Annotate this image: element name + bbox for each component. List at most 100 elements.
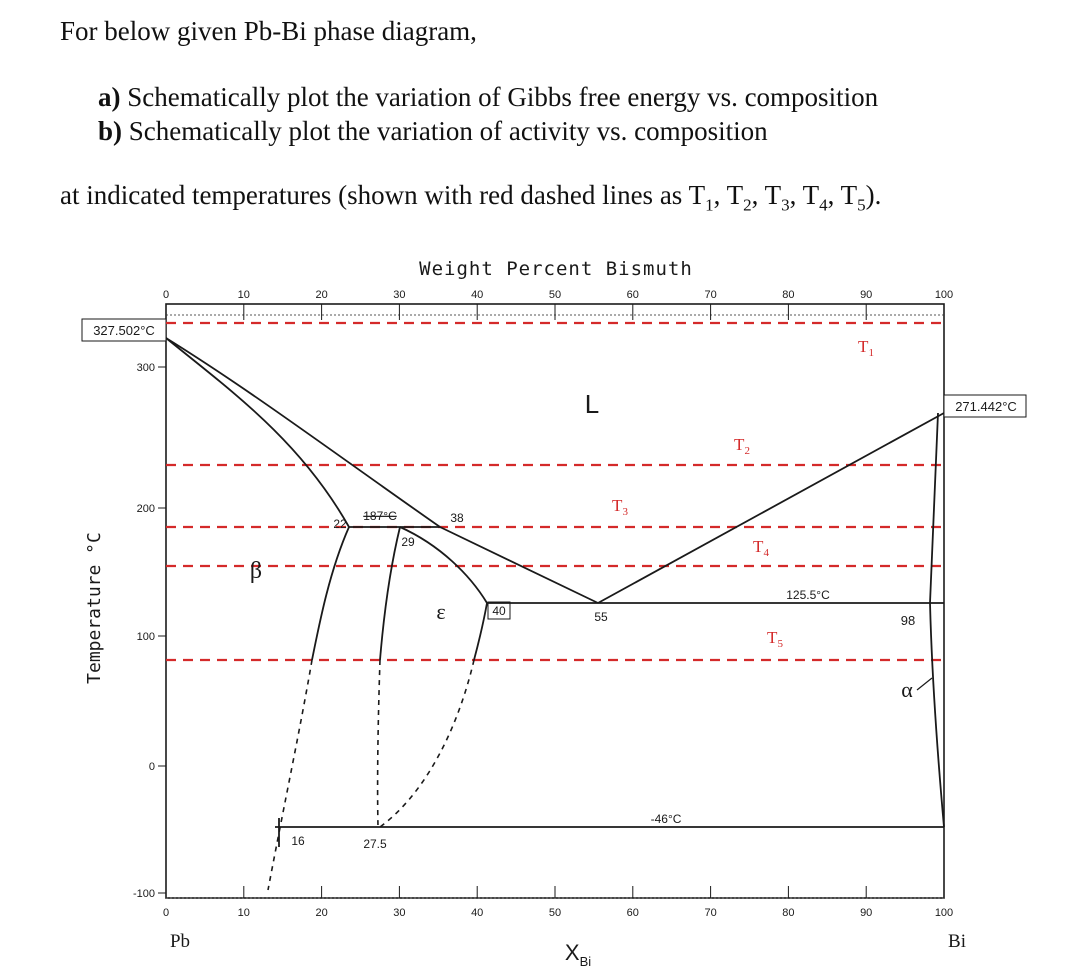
part-b-letter: b): [98, 116, 123, 146]
label-22: 22: [333, 517, 347, 531]
pb-melting-box: [81, 318, 167, 342]
label-40-box: [487, 601, 511, 620]
bottom-tick-label: 10: [238, 907, 250, 919]
temps-suffix: ).: [865, 180, 882, 210]
part-b-text: Schematically plot the variation of acti…: [128, 116, 768, 146]
bottom-tick-label: 20: [315, 907, 327, 919]
alpha-pointer: [916, 677, 933, 691]
bottom-tick-label: 70: [704, 907, 716, 919]
x-axis-title: XBi: [565, 940, 591, 969]
temps-sep-4: , T: [827, 180, 858, 210]
bi-melting-label: 271.442°C: [955, 399, 1017, 414]
bottom-tick-label: 60: [627, 907, 639, 919]
t2-name: T: [734, 435, 745, 454]
top-tick-label: 30: [393, 289, 405, 301]
t4-label: T4: [753, 537, 769, 559]
top-tick-label: 50: [549, 289, 561, 301]
label-29: 29: [401, 535, 415, 549]
temp-sub-2: 2: [743, 195, 752, 215]
y-axis-title: Temperature °C: [84, 532, 105, 684]
part-a-text: Schematically plot the variation of Gibb…: [127, 82, 879, 112]
t5-label: T5: [767, 628, 783, 650]
epsilon-boundary-right: [473, 602, 488, 661]
temp-sub-4: 4: [819, 195, 828, 215]
top-tick-label: 10: [238, 289, 250, 301]
label-16: 16: [291, 834, 305, 848]
epsilon-left-dashed: [376, 659, 381, 828]
bottom-tick-label: 40: [471, 907, 483, 919]
y-tick-label: 300: [137, 362, 155, 374]
t2-label: T2: [734, 435, 750, 457]
bottom-tick-label: 100: [935, 907, 953, 919]
bottom-tick-label: 80: [782, 907, 794, 919]
label-40: 40: [492, 604, 506, 618]
pb-label: Pb: [170, 931, 190, 952]
bi-label: Bi: [948, 931, 966, 952]
t3-name: T: [612, 496, 623, 515]
part-a-letter: a): [98, 82, 121, 112]
alpha-solvus: [929, 412, 945, 828]
peritectic-label: 187°C: [363, 509, 397, 523]
y-axis-ticks: 300 200 100 0 -100: [133, 362, 166, 900]
top-tick-label: 70: [704, 289, 716, 301]
question-temperatures: at indicated temperatures (shown with re…: [60, 180, 882, 215]
t1-name: T: [858, 337, 869, 356]
liquidus-epsilon: [439, 526, 599, 604]
t3-label: T3: [612, 496, 628, 518]
bottom-tick-label: 0: [163, 907, 169, 919]
bi-melting-box: [943, 394, 1027, 418]
eutectic-label: 125.5°C: [786, 588, 830, 602]
t5-name: T: [767, 628, 778, 647]
temp-sub-5: 5: [857, 195, 866, 215]
beta-solvus: [311, 526, 350, 661]
question-intro: For below given Pb-Bi phase diagram,: [60, 16, 477, 46]
phase-l-label: L: [585, 389, 599, 419]
phase-beta-label: β: [250, 558, 262, 584]
label-27-5: 27.5: [363, 837, 387, 851]
label-55: 55: [594, 610, 608, 624]
x-axis-title-sub: Bi: [580, 954, 592, 969]
y-tick-label: 0: [149, 761, 155, 773]
bottom-tick-label: 90: [860, 907, 872, 919]
solidus-beta: [165, 337, 350, 528]
t4-name: T: [753, 537, 764, 556]
label-98: 98: [901, 613, 915, 628]
question-part-a: a) Schematically plot the variation of G…: [98, 82, 878, 113]
top-tick-label: 90: [860, 289, 872, 301]
label-38: 38: [450, 511, 464, 525]
bottom-axis-ticks: 0 10 20 30 40 50 60 70 80 90 100: [163, 886, 953, 919]
top-axis-ticks: 0 10 20 30 40 50 60 70 80 90 100: [163, 289, 953, 320]
x-axis-title-main: X: [565, 940, 580, 965]
t1-label: T1: [858, 337, 874, 359]
phase-epsilon-label: ε: [436, 599, 445, 624]
y-tick-label: 100: [137, 631, 155, 643]
top-tick-label: 60: [627, 289, 639, 301]
top-tick-label: 40: [471, 289, 483, 301]
t2-sub: 2: [744, 445, 750, 457]
top-tick-label: 20: [315, 289, 327, 301]
top-tick-label: 100: [935, 289, 953, 301]
liquidus-pb-side: [165, 337, 441, 528]
question-part-b: b) Schematically plot the variation of a…: [98, 116, 768, 147]
epsilon-solidus-right: [399, 526, 488, 604]
temp-sub-1: 1: [705, 195, 714, 215]
y-tick-label: -100: [133, 888, 155, 900]
bottom-tick-label: 30: [393, 907, 405, 919]
liquidus-bi-side: [597, 412, 945, 604]
top-axis-title: Weight Percent Bismuth: [419, 258, 693, 280]
temps-sep-3: , T: [789, 180, 820, 210]
bottom-tick-label: 50: [549, 907, 561, 919]
temps-prefix: at indicated temperatures (shown with re…: [60, 180, 706, 210]
y-tick-label: 200: [137, 503, 155, 515]
epsilon-right-dashed: [379, 659, 475, 828]
t5-sub: 5: [777, 638, 783, 650]
top-tick-label: 0: [163, 289, 169, 301]
pb-melting-label: 327.502°C: [93, 323, 155, 338]
t1-sub: 1: [868, 347, 874, 359]
temps-sep-1: , T: [713, 180, 744, 210]
low-temp-label: -46°C: [651, 812, 682, 826]
phase-alpha-label: α: [901, 677, 913, 702]
t3-sub: 3: [622, 506, 628, 518]
top-tick-label: 80: [782, 289, 794, 301]
